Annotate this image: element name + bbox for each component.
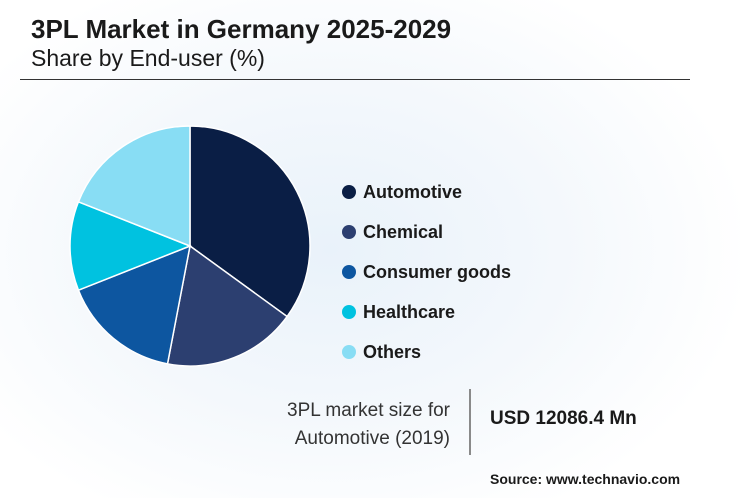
source-note: Source: www.technavio.com	[490, 471, 681, 487]
pie-slice-chemical	[166, 244, 289, 367]
legend-label-others: Others	[363, 341, 422, 362]
legend-label-healthcare: Healthcare	[363, 301, 456, 322]
pie-chart	[69, 125, 311, 367]
chart-title: 3PL Market in Germany 2025-2029	[31, 14, 452, 44]
legend-item-healthcare: Healthcare	[342, 292, 511, 332]
legend-label-chemical: Chemical	[363, 221, 444, 242]
pie-slice-healthcare	[69, 200, 193, 292]
legend-label-consumer-goods: Consumer goods	[363, 261, 512, 282]
legend-label-automotive: Automotive	[363, 181, 462, 202]
kpi-divider	[469, 389, 471, 455]
kpi-label: 3PL market size for Automotive (2019)	[287, 397, 450, 453]
legend-item-consumer-goods: Consumer goods	[342, 252, 511, 292]
pie-slice-others	[77, 125, 191, 248]
title-divider	[20, 79, 690, 80]
kpi-label-line1: 3PL market size for	[287, 400, 450, 421]
legend-swatch-chemical	[342, 225, 356, 239]
pie-slice-consumer-goods	[77, 244, 191, 365]
legend-item-automotive: Automotive	[342, 172, 511, 212]
legend: Automotive Chemical Consumer goods Healthca…	[342, 172, 511, 372]
chart-subtitle: Share by End-user (%)	[31, 45, 265, 71]
legend-swatch-automotive	[342, 185, 356, 199]
legend-swatch-healthcare	[342, 305, 356, 319]
kpi-label-line2: Automotive (2019)	[294, 428, 450, 449]
legend-swatch-consumer-goods	[342, 265, 356, 279]
pie-slice-automotive	[189, 125, 311, 318]
kpi-value: USD 12086.4 Mn	[490, 408, 637, 429]
legend-swatch-others	[342, 345, 356, 359]
legend-item-others: Others	[342, 332, 511, 372]
legend-item-chemical: Chemical	[342, 212, 511, 252]
